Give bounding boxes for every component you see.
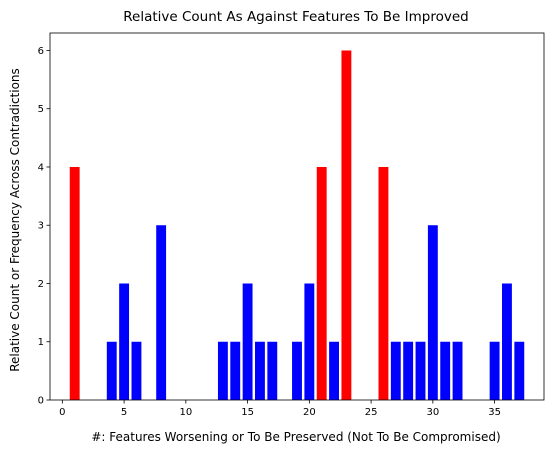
chart-title: Relative Count As Against Features To Be… (123, 9, 468, 25)
bar-6 (131, 341, 142, 400)
bar-4 (106, 341, 117, 400)
bar-19 (292, 341, 302, 400)
bar-36 (502, 283, 512, 400)
y-tick-label: 6 (38, 46, 44, 57)
bar-37 (514, 341, 525, 400)
bar-8 (156, 225, 167, 400)
y-tick-label: 5 (38, 104, 44, 115)
bar-31 (440, 341, 451, 400)
x-tick-label: 0 (59, 407, 65, 418)
bar-20 (304, 283, 315, 400)
x-tick-label: 5 (121, 407, 127, 418)
bar-16 (255, 341, 265, 400)
y-tick-label: 3 (38, 221, 44, 232)
bar-22 (329, 341, 339, 400)
y-tick-label: 2 (38, 279, 44, 290)
bar-30 (427, 225, 438, 400)
y-tick-label: 0 (38, 396, 44, 407)
y-tick-label: 1 (38, 337, 44, 348)
bar-27 (390, 341, 401, 400)
bar-14 (230, 341, 241, 400)
x-tick-label: 10 (179, 407, 192, 418)
plot-frame (49, 32, 545, 401)
y-tick-label: 4 (38, 162, 44, 173)
bars-group (69, 50, 525, 400)
x-tick-label: 30 (426, 407, 439, 418)
bar-26 (378, 166, 389, 400)
bar-23 (341, 50, 352, 400)
x-tick-label: 35 (488, 407, 501, 418)
bar-15 (242, 283, 253, 400)
bar-1 (69, 166, 80, 400)
bar-17 (267, 341, 278, 400)
bar-21 (316, 166, 327, 400)
bar-28 (403, 341, 414, 400)
x-axis-title: #: Features Worsening or To Be Preserved… (91, 430, 500, 444)
bar-32 (452, 341, 463, 400)
x-tick-label: 20 (303, 407, 316, 418)
x-tick-label: 25 (365, 407, 378, 418)
bar-35 (489, 341, 500, 400)
bar-29 (415, 341, 426, 400)
bar-13 (217, 341, 228, 400)
axes-group: 0 5 10 15 20 25 30 35 0 1 2 3 4 5 6 (38, 32, 545, 418)
x-tick-label: 15 (241, 407, 254, 418)
y-axis-title: Relative Count or Frequency Across Contr… (8, 68, 22, 372)
bar-5 (119, 283, 130, 400)
